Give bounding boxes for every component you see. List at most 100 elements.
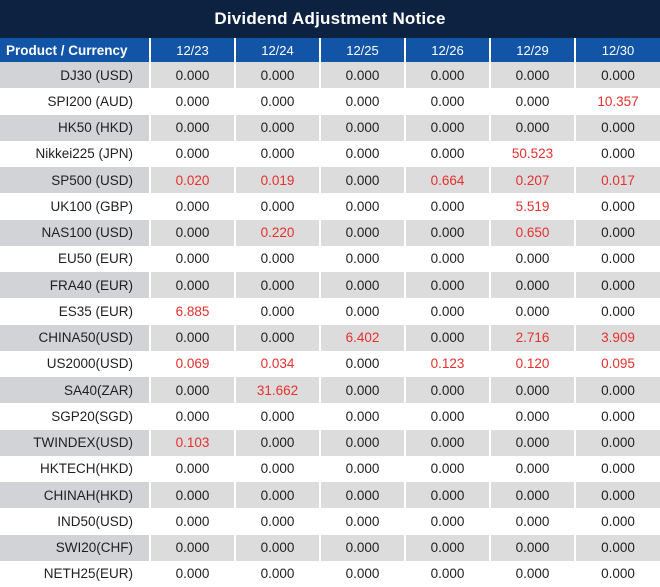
value-cell: 0.000 [489,429,574,456]
date-header-12-26: 12/26 [404,38,489,62]
table-row: CHINA50(USD) 0.000 0.000 6.402 0.000 2.716 3.… [0,324,660,351]
value-cell: 0.207 [489,167,574,194]
value-cell: 0.000 [319,272,404,299]
table-row: CHINAH(HKD) 0.000 0.000 0.000 0.000 0.000 0.0… [0,482,660,509]
value-cell: 0.000 [149,534,234,561]
value-cell: 0.020 [149,167,234,194]
product-cell: SGP20(SGD) [51,408,133,424]
value-cell: 0.000 [234,245,319,272]
value-cell: 0.000 [404,482,489,509]
value-cell: 0.000 [489,272,574,299]
value-cell: 0.103 [149,429,234,456]
product-cell: DJ30 (USD) [0,62,149,89]
value-cell: 0.000 [404,534,489,561]
value-cell: 0.650 [489,219,574,246]
value-cell: 0.017 [574,167,660,194]
value-cell: 0.000 [149,403,234,430]
value-cell: 0.000 [574,114,660,141]
value-cell: 0.000 [319,298,404,325]
value-cell: 0.000 [489,62,574,89]
product-currency-header: Product / Currency [6,42,128,58]
table-row: HKTECH(HKD) 0.000 0.000 0.000 0.000 0.000 0.0… [0,455,660,482]
value-cell: 0.000 [149,455,234,482]
value-cell: 0.000 [319,560,404,587]
value-cell: 0.000 [574,377,660,404]
product-cell: TWINDEX(USD) [0,429,149,456]
value-cell: 0.000 [234,508,319,535]
product-cell: US2000(USD) [46,356,133,372]
value-cell: 0.000 [404,219,489,246]
product-cell: CHINAH(HKD) [0,482,149,509]
value-cell: 0.000 [574,429,660,456]
value-cell: 0.000 [319,62,404,89]
value-cell: 0.000 [574,508,660,535]
value-cell: 0.000 [574,455,660,482]
value-cell: 0.000 [149,324,234,351]
value-cell: 0.000 [319,245,404,272]
value-cell: 0.000 [574,272,660,299]
date-header-12-23: 12/23 [149,38,234,62]
value-cell: 2.716 [489,324,574,351]
table-row: SP500 (USD) 0.020 0.019 0.000 0.664 0.207 0.0… [0,167,660,194]
value-cell: 3.909 [574,324,660,351]
value-cell: 0.000 [234,193,319,220]
value-cell: 0.000 [489,534,574,561]
value-cell: 0.000 [404,560,489,587]
value-cell: 5.519 [489,193,574,220]
table-row: UK100 (GBP) 0.000 0.000 0.000 0.000 5.519 0.0… [0,193,660,220]
table-body: DJ30 (USD) 0.000 0.000 0.000 0.000 0.000 0.00… [0,62,660,587]
value-cell: 0.019 [234,167,319,194]
value-cell: 0.034 [234,350,319,377]
value-cell: 0.000 [404,62,489,89]
product-cell: UK100 (GBP) [50,198,133,214]
value-cell: 0.000 [489,377,574,404]
value-cell: 0.000 [574,298,660,325]
value-cell: 0.000 [319,167,404,194]
value-cell: 0.000 [319,429,404,456]
value-cell: 0.000 [574,62,660,89]
table-row: TWINDEX(USD) 0.103 0.000 0.000 0.000 0.000 0.… [0,429,660,456]
product-cell: FRA40 (EUR) [0,272,149,299]
value-cell: 0.000 [234,534,319,561]
table-row: US2000(USD) 0.069 0.034 0.000 0.123 0.120 0.0… [0,350,660,377]
value-cell: 0.000 [489,403,574,430]
value-cell: 0.000 [234,114,319,141]
value-cell: 0.000 [319,455,404,482]
table-row: SPI200 (AUD) 0.000 0.000 0.000 0.000 0.000 10… [0,88,660,115]
value-cell: 0.123 [404,350,489,377]
value-cell: 0.000 [574,140,660,167]
value-cell: 0.000 [574,482,660,509]
table-row: NAS100 (USD) 0.000 0.220 0.000 0.000 0.650 0.… [0,219,660,246]
value-cell: 0.000 [574,560,660,587]
value-cell: 10.357 [574,88,660,115]
value-cell: 0.000 [574,534,660,561]
value-cell: 0.000 [149,193,234,220]
table-row: SA40(ZAR) 0.000 31.662 0.000 0.000 0.000 0.00… [0,377,660,404]
value-cell: 0.000 [234,429,319,456]
value-cell: 0.000 [404,272,489,299]
table-row: NETH25(EUR) 0.000 0.000 0.000 0.000 0.000 0.0… [0,560,660,587]
value-cell: 0.000 [574,219,660,246]
value-cell: 0.000 [404,245,489,272]
value-cell: 0.000 [489,508,574,535]
value-cell: 0.000 [319,403,404,430]
table-row: DJ30 (USD) 0.000 0.000 0.000 0.000 0.000 0.00… [0,62,660,89]
table-row: ES35 (EUR) 6.885 0.000 0.000 0.000 0.000 0.00… [0,298,660,325]
value-cell: 0.000 [404,140,489,167]
product-cell: HKTECH(HKD) [40,461,133,477]
value-cell: 0.000 [149,377,234,404]
value-cell: 0.000 [574,245,660,272]
product-cell: SA40(ZAR) [0,377,149,404]
value-cell: 0.000 [319,88,404,115]
value-cell: 0.000 [404,114,489,141]
value-cell: 0.000 [234,482,319,509]
table-row: FRA40 (EUR) 0.000 0.000 0.000 0.000 0.000 0.0… [0,272,660,299]
value-cell: 6.885 [149,298,234,325]
product-cell: SP500 (USD) [0,167,149,194]
value-cell: 0.000 [489,245,574,272]
value-cell: 0.000 [149,482,234,509]
value-cell: 0.000 [149,62,234,89]
value-cell: 0.000 [149,245,234,272]
table-row: SGP20(SGD) 0.000 0.000 0.000 0.000 0.000 0.00… [0,403,660,430]
